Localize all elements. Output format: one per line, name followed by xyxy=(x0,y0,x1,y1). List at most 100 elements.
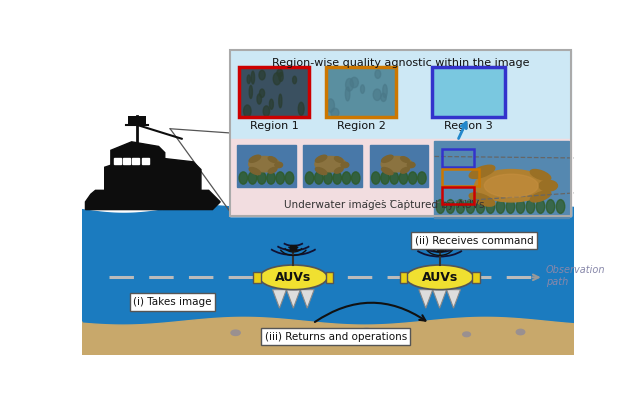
Ellipse shape xyxy=(463,332,470,337)
Bar xyxy=(442,169,479,186)
Ellipse shape xyxy=(539,180,557,191)
Ellipse shape xyxy=(371,172,380,184)
Text: Region-wise quality agnostic within the image: Region-wise quality agnostic within the … xyxy=(272,58,529,68)
Ellipse shape xyxy=(268,168,277,173)
Bar xyxy=(239,67,308,117)
Ellipse shape xyxy=(249,155,260,162)
Bar xyxy=(230,139,572,216)
Ellipse shape xyxy=(556,200,564,213)
Text: AUVs: AUVs xyxy=(275,271,312,284)
Bar xyxy=(230,50,572,216)
Ellipse shape xyxy=(469,193,495,206)
Ellipse shape xyxy=(316,168,327,175)
Ellipse shape xyxy=(277,69,283,77)
Ellipse shape xyxy=(390,172,399,184)
Ellipse shape xyxy=(269,99,273,109)
Ellipse shape xyxy=(279,72,284,81)
Text: (iii) Returns and operations: (iii) Returns and operations xyxy=(264,332,407,342)
Ellipse shape xyxy=(469,165,495,178)
Ellipse shape xyxy=(252,71,255,84)
Ellipse shape xyxy=(406,265,474,290)
Ellipse shape xyxy=(244,105,251,117)
Bar xyxy=(472,272,480,283)
Ellipse shape xyxy=(267,172,275,184)
Ellipse shape xyxy=(231,330,240,336)
Ellipse shape xyxy=(381,168,393,175)
Bar xyxy=(123,158,130,164)
Text: Region 3: Region 3 xyxy=(444,121,493,131)
Bar xyxy=(326,67,396,117)
Ellipse shape xyxy=(407,162,415,168)
Ellipse shape xyxy=(381,155,393,162)
Polygon shape xyxy=(82,206,575,355)
Ellipse shape xyxy=(346,79,353,91)
Ellipse shape xyxy=(314,172,323,184)
Bar xyxy=(141,158,148,164)
Ellipse shape xyxy=(531,191,551,202)
Ellipse shape xyxy=(249,85,252,99)
Ellipse shape xyxy=(247,75,250,84)
Text: Observation
path: Observation path xyxy=(546,265,605,286)
Ellipse shape xyxy=(273,73,281,85)
Bar xyxy=(442,187,474,204)
Polygon shape xyxy=(86,190,220,209)
Text: (ii) Receives command: (ii) Receives command xyxy=(415,235,534,245)
Text: Region 1: Region 1 xyxy=(250,121,298,131)
Polygon shape xyxy=(447,290,460,308)
Ellipse shape xyxy=(401,168,410,173)
Ellipse shape xyxy=(249,168,260,175)
Ellipse shape xyxy=(375,70,381,79)
Ellipse shape xyxy=(257,94,262,104)
Ellipse shape xyxy=(381,93,387,101)
Ellipse shape xyxy=(547,200,555,213)
Ellipse shape xyxy=(298,102,304,115)
Bar xyxy=(132,158,140,164)
Text: Underwater images Captured by AUVs: Underwater images Captured by AUVs xyxy=(284,200,484,210)
Ellipse shape xyxy=(408,172,417,184)
Ellipse shape xyxy=(484,174,538,197)
Bar xyxy=(432,67,505,117)
Ellipse shape xyxy=(259,265,327,290)
Bar xyxy=(432,67,505,117)
Bar xyxy=(128,116,147,126)
Ellipse shape xyxy=(373,89,381,101)
Bar xyxy=(369,145,428,187)
Ellipse shape xyxy=(401,157,410,162)
Ellipse shape xyxy=(436,200,445,213)
Ellipse shape xyxy=(476,200,484,213)
Polygon shape xyxy=(287,290,300,308)
Bar xyxy=(436,245,443,250)
Ellipse shape xyxy=(346,87,350,101)
Ellipse shape xyxy=(341,162,349,168)
Polygon shape xyxy=(111,142,164,167)
Ellipse shape xyxy=(275,162,283,168)
Ellipse shape xyxy=(516,200,525,213)
Ellipse shape xyxy=(399,172,408,184)
Bar xyxy=(114,158,121,164)
Polygon shape xyxy=(300,290,314,308)
Ellipse shape xyxy=(381,156,412,172)
Ellipse shape xyxy=(263,106,269,117)
Bar xyxy=(237,145,296,187)
Ellipse shape xyxy=(292,76,296,84)
Text: AUVs: AUVs xyxy=(422,271,458,284)
Bar xyxy=(291,245,296,250)
Bar xyxy=(435,141,569,218)
Ellipse shape xyxy=(516,329,525,335)
Ellipse shape xyxy=(456,200,465,213)
Bar xyxy=(303,145,362,187)
Text: (i) Takes image: (i) Takes image xyxy=(133,297,212,307)
Ellipse shape xyxy=(259,70,265,80)
Polygon shape xyxy=(273,290,287,308)
Ellipse shape xyxy=(331,108,339,117)
Polygon shape xyxy=(419,290,433,308)
Ellipse shape xyxy=(268,157,277,162)
Ellipse shape xyxy=(383,84,387,98)
Ellipse shape xyxy=(496,200,505,213)
Ellipse shape xyxy=(315,156,346,172)
Ellipse shape xyxy=(361,328,372,334)
Ellipse shape xyxy=(531,170,551,180)
Text: Region 2: Region 2 xyxy=(337,121,385,131)
Ellipse shape xyxy=(486,200,495,213)
Polygon shape xyxy=(105,156,201,190)
